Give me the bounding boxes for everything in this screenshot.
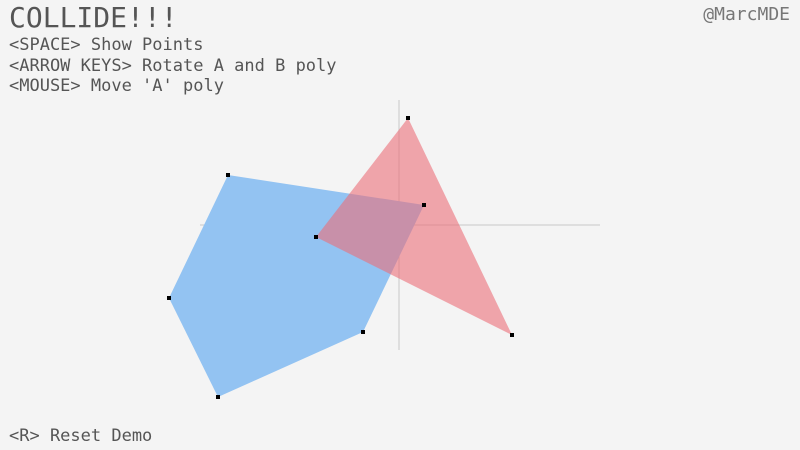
vertex-point [226,173,230,177]
author-credit: @MarcMDE [703,4,790,25]
reset-hint: <R> Reset Demo [9,426,153,446]
vertex-point [216,395,220,399]
vertex-point [422,203,426,207]
vertex-point [314,235,318,239]
game-title: COLLIDE!!! [9,1,178,34]
vertex-point [361,330,365,334]
vertex-points [167,116,514,399]
control-hint-mouse: <MOUSE> Move 'A' poly [9,76,224,96]
vertex-point [167,296,171,300]
polygon-a[interactable] [316,118,512,335]
vertex-point [510,333,514,337]
control-hint-arrows: <ARROW KEYS> Rotate A and B poly [9,56,337,76]
control-hint-space: <SPACE> Show Points [9,35,204,55]
vertex-point [406,116,410,120]
